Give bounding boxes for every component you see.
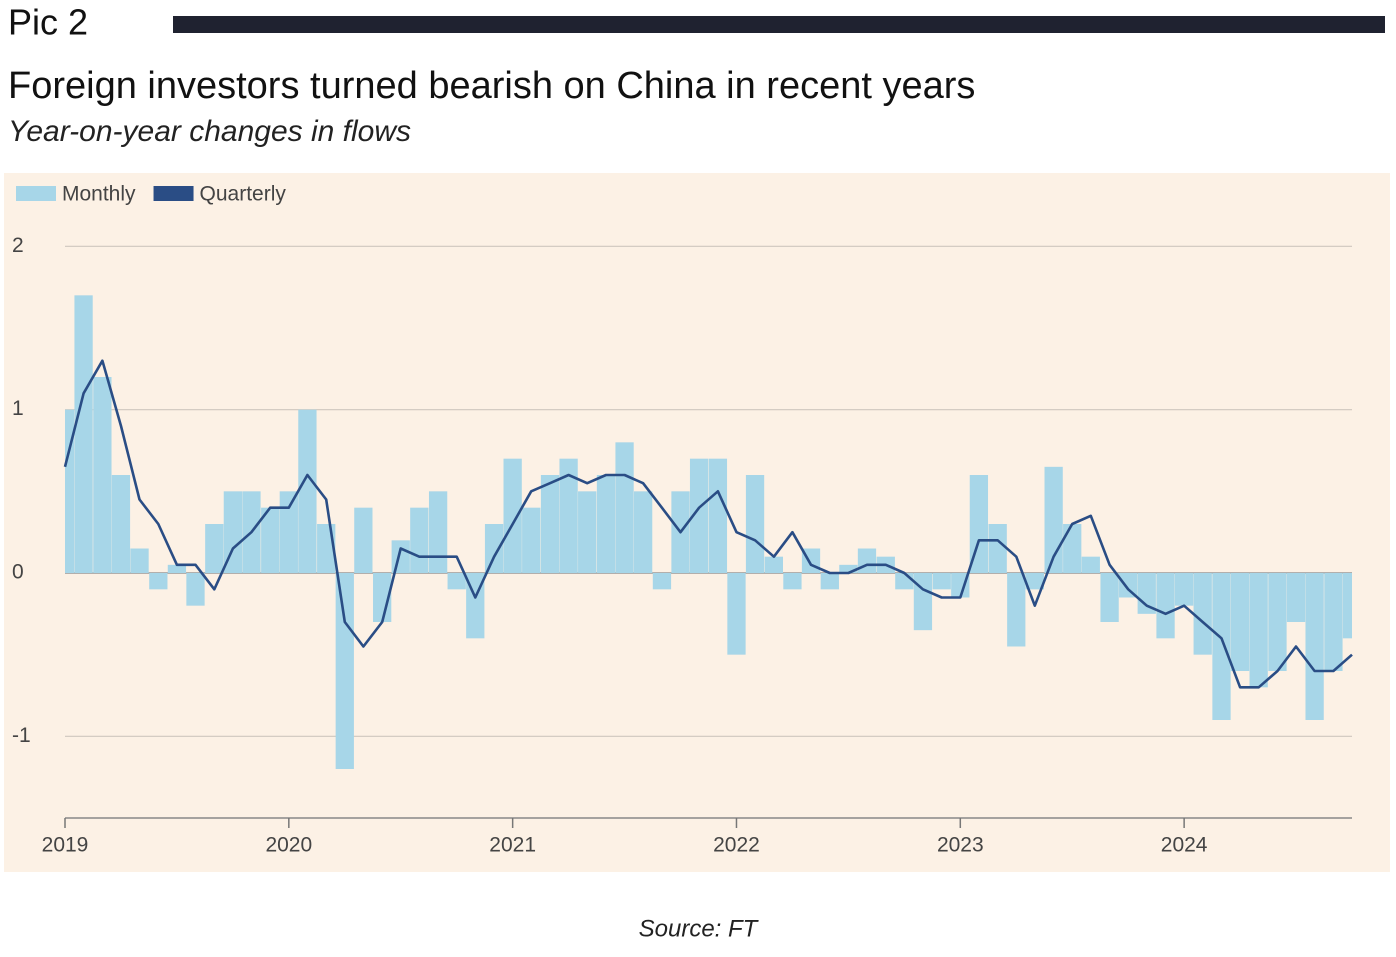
bar — [1249, 573, 1268, 688]
bar — [559, 458, 578, 573]
bar — [1119, 573, 1138, 598]
bar — [540, 475, 560, 573]
bar — [988, 524, 1007, 573]
bar — [205, 524, 224, 573]
bar — [149, 573, 168, 590]
bar — [186, 573, 205, 606]
bar — [503, 458, 522, 573]
x-tick-label: 2019 — [42, 834, 89, 857]
bar — [74, 295, 93, 573]
bar — [65, 409, 75, 573]
bar — [223, 491, 243, 573]
bar — [279, 491, 298, 573]
bar — [596, 475, 616, 573]
x-tick-label: 2020 — [265, 834, 312, 857]
legend-swatch — [16, 186, 56, 201]
bar — [1137, 573, 1156, 614]
bar — [578, 491, 597, 573]
source: Source: FT — [639, 915, 760, 942]
bar — [93, 377, 112, 573]
bar — [1081, 556, 1100, 573]
bar — [167, 564, 187, 573]
bar — [1268, 573, 1287, 671]
bar — [615, 442, 634, 573]
x-tick-label: 2022 — [713, 834, 760, 857]
chart-subtitle: Year-on-year changes in flows — [8, 115, 411, 148]
line — [63, 359, 1353, 689]
bar — [727, 573, 746, 655]
bar — [745, 475, 765, 573]
bar — [839, 564, 858, 573]
bar — [708, 458, 728, 573]
bar — [335, 573, 354, 769]
legend-swatch — [153, 186, 194, 201]
bar — [1025, 573, 1044, 590]
chart-title: Foreign investors turned bearish on Chin… — [8, 65, 975, 107]
bar — [261, 507, 280, 573]
bar — [1286, 573, 1306, 622]
y-tick-label: -1 — [12, 724, 31, 747]
bar — [1212, 573, 1231, 720]
bar — [783, 573, 802, 590]
bar — [522, 507, 541, 573]
bar — [1156, 573, 1175, 639]
bar — [354, 507, 373, 573]
bar — [1230, 573, 1250, 671]
bar — [1007, 573, 1026, 647]
legend-label: Quarterly — [200, 183, 287, 206]
bar — [484, 524, 504, 573]
bar — [1305, 573, 1324, 720]
bar — [1193, 573, 1212, 655]
bar — [1174, 573, 1194, 606]
bar — [820, 573, 839, 590]
bar — [1100, 573, 1119, 622]
bar — [111, 475, 131, 573]
bar — [857, 548, 877, 573]
pic-label: Pic 2 — [8, 2, 88, 43]
bar — [447, 573, 466, 590]
y-tick-label: 2 — [12, 234, 24, 257]
bar — [652, 573, 672, 590]
bar — [428, 491, 448, 573]
y-tick-label: 0 — [12, 561, 24, 584]
bar — [410, 507, 429, 573]
header-bar — [173, 16, 1385, 33]
bar — [913, 573, 933, 631]
bar — [951, 573, 970, 598]
bar — [1324, 573, 1343, 671]
y-tick-label: 1 — [12, 397, 24, 420]
x-tick-label: 2021 — [489, 834, 536, 857]
bar — [969, 475, 989, 573]
x-tick-label: 2024 — [1161, 834, 1208, 857]
bar — [1342, 573, 1352, 639]
bar — [895, 573, 914, 590]
legend-label: Monthly — [62, 183, 136, 206]
bar — [634, 491, 653, 573]
bar — [764, 556, 783, 573]
bar — [298, 409, 317, 573]
bar — [130, 548, 149, 573]
bar — [689, 458, 709, 573]
bar — [932, 573, 951, 590]
bar — [1063, 524, 1082, 573]
bar — [373, 573, 392, 622]
x-tick-label: 2023 — [937, 834, 984, 857]
bar — [391, 540, 410, 573]
